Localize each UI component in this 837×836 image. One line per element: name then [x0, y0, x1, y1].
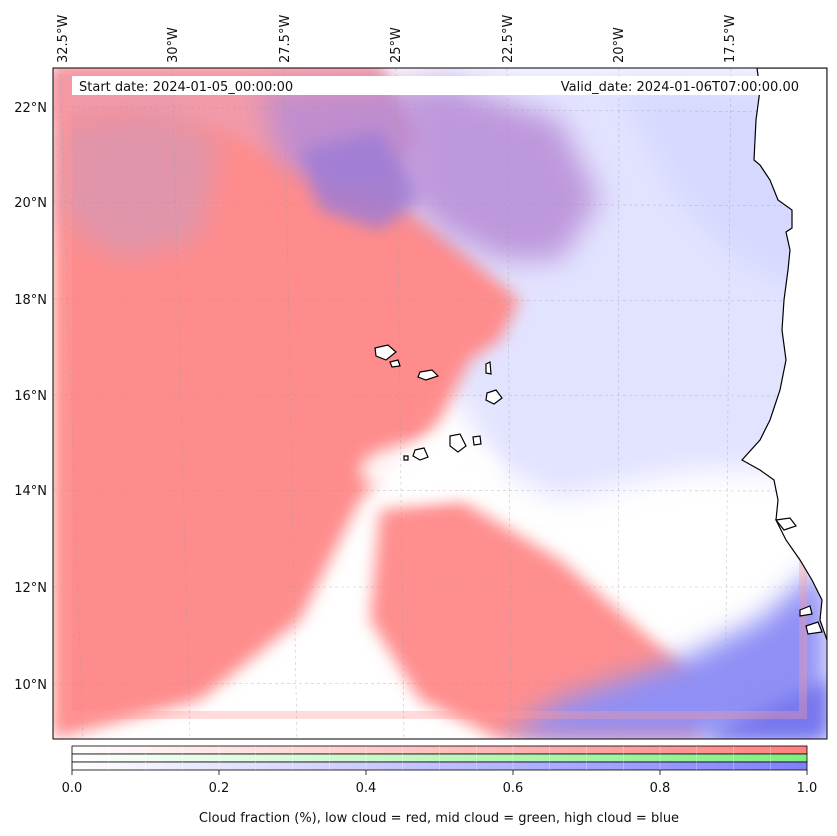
lon-label: 17.5°W: [723, 15, 738, 63]
lat-label: 18°N: [14, 293, 47, 308]
lat-label: 20°N: [14, 196, 47, 211]
graticule: [53, 68, 827, 739]
latitude-labels: 22°N 20°N 18°N 16°N 14°N 12°N 10°N: [14, 101, 47, 693]
lon-label: 20°W: [612, 27, 627, 63]
colorbar-tick-label: 0.0: [62, 781, 83, 796]
lat-label: 10°N: [14, 678, 47, 693]
lat-label: 16°N: [14, 389, 47, 404]
colorbar-tick-label: 0.4: [356, 781, 377, 796]
map-frame: [52, 67, 828, 740]
coastlines: [374, 68, 827, 641]
lat-label: 12°N: [14, 581, 47, 596]
colorbar-tick-label: 1.0: [797, 781, 818, 796]
lon-label: 32.5°W: [56, 15, 71, 63]
lon-label: 25°W: [389, 27, 404, 63]
lon-label: 27.5°W: [278, 15, 293, 63]
lon-label: 22.5°W: [501, 15, 516, 63]
colorbar-ticks: [71, 746, 808, 775]
colorbar-label: Cloud fraction (%), low cloud = red, mid…: [199, 811, 679, 826]
lon-label: 30°W: [166, 27, 181, 63]
lat-label: 14°N: [14, 484, 47, 499]
start-date: Start date: 2024-01-05_00:00:00: [79, 80, 293, 95]
valid-date: Valid_date: 2024-01-06T07:00:00.00: [561, 80, 799, 95]
colorbar-tick-label: 0.8: [650, 781, 671, 796]
cloud-field: [53, 68, 827, 739]
colorbar-tick-label: 0.2: [209, 781, 230, 796]
longitude-labels: 32.5°W 30°W 27.5°W 25°W 22.5°W 20°W 17.5…: [56, 15, 738, 63]
lat-label: 22°N: [14, 101, 47, 116]
colorbar-tick-label: 0.6: [503, 781, 524, 796]
colorbar: 0.0 0.2 0.4 0.6 0.8 1.0 Cloud fraction (…: [62, 745, 818, 826]
header-box: [72, 76, 807, 95]
